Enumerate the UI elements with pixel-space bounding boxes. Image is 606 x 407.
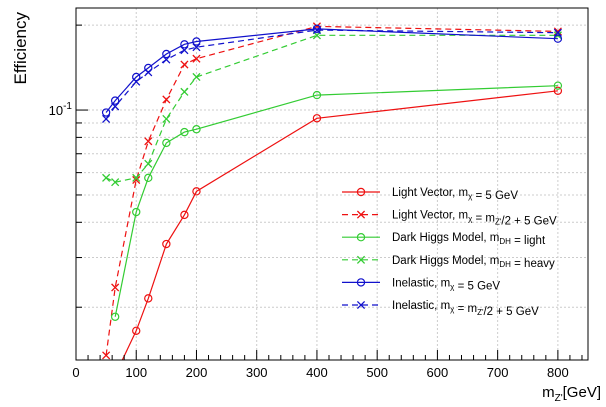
data-point — [553, 28, 562, 37]
data-point — [102, 173, 111, 182]
data-point — [132, 326, 141, 335]
x-tick-label: 700 — [487, 365, 509, 380]
legend-item: Dark Higgs Model, mDH = light — [342, 232, 546, 247]
x-tick-label: 800 — [547, 365, 569, 380]
data-point — [356, 255, 366, 264]
data-point — [132, 72, 141, 82]
y-axis: 10-1 — [49, 24, 88, 308]
data-point — [180, 210, 189, 220]
series-3 — [110, 81, 563, 321]
legend-item: Dark Higgs Model, mDH = heavy — [342, 255, 555, 270]
data-point — [110, 96, 120, 105]
data-point — [144, 294, 153, 303]
data-point — [180, 40, 189, 49]
data-point — [162, 239, 171, 249]
legend-label: Light Vector, mχ = mZ'/2 + 5 GeV — [392, 210, 557, 228]
data-point — [192, 187, 201, 196]
data-point — [180, 60, 189, 69]
data-point — [553, 81, 563, 90]
legend: Light Vector, mχ = 5 GeV Light Vector, mχ… — [342, 187, 557, 318]
legend-item: Inelastic, mχ = mZ'/2 + 5 GeV — [342, 300, 539, 318]
data-point — [132, 175, 141, 185]
data-point — [553, 34, 563, 43]
data-point — [144, 68, 153, 77]
data-point — [192, 43, 201, 52]
series-line — [105, 34, 558, 183]
data-point — [144, 173, 153, 183]
data-point — [553, 86, 563, 96]
series-line — [114, 85, 558, 317]
x-axis-title: mZ'[GeV] — [542, 384, 601, 402]
data-point — [180, 87, 189, 96]
x-tick-label: 500 — [366, 365, 388, 380]
data-point — [356, 300, 366, 310]
x-tick-label: 0 — [72, 365, 79, 380]
series-5 — [101, 24, 563, 117]
data-point — [180, 127, 189, 137]
y-axis-title: Efficiency — [11, 12, 30, 85]
legend-label: Dark Higgs Model, mDH = light — [392, 232, 546, 247]
data-point — [192, 37, 201, 46]
legend-item: Light Vector, mχ = 5 GeV — [342, 187, 518, 202]
x-tick-label: 300 — [246, 365, 268, 380]
data-point — [110, 312, 120, 321]
data-point — [162, 114, 171, 123]
data-point — [312, 24, 322, 34]
y-tick-label: 10-1 — [49, 101, 73, 118]
data-point — [312, 26, 322, 35]
x-axis: 0 100 200 300 400 500 600 700 800 — [72, 350, 583, 380]
data-point — [192, 125, 201, 134]
data-point — [162, 138, 171, 148]
data-point — [132, 77, 141, 86]
legend-label: Dark Higgs Model, mDH = heavy — [392, 255, 555, 270]
data-point — [111, 283, 120, 292]
plot-frame — [75, 7, 589, 361]
data-point — [144, 159, 153, 168]
series-1 — [121, 86, 563, 360]
data-point — [132, 173, 141, 182]
data-point — [356, 232, 366, 242]
data-point — [111, 102, 120, 111]
data-point — [162, 49, 171, 59]
legend-item: Light Vector, mχ = mZ'/2 + 5 GeV — [342, 210, 557, 228]
x-tick-label: 100 — [125, 365, 147, 380]
x-tick-label: 200 — [186, 365, 208, 380]
data-point — [356, 187, 366, 197]
data-point — [356, 278, 366, 287]
legend-label: Inelastic, mχ = 5 GeV — [392, 277, 500, 292]
legend-label: Light Vector, mχ = 5 GeV — [392, 187, 518, 202]
legend-label: Inelastic, mχ = mZ'/2 + 5 GeV — [392, 300, 539, 318]
data-point — [356, 210, 366, 219]
data-point — [111, 178, 120, 187]
data-point — [312, 90, 322, 100]
x-tick-label: 400 — [306, 365, 328, 380]
data-point — [102, 114, 111, 123]
data-point — [144, 137, 153, 146]
series-layer — [101, 22, 563, 360]
data-point — [132, 207, 141, 217]
data-point — [101, 108, 111, 117]
data-point — [162, 55, 171, 64]
data-point — [192, 54, 201, 63]
data-point — [180, 46, 189, 55]
x-tick-label: 600 — [427, 365, 449, 380]
series-6 — [102, 26, 562, 123]
legend-item: Inelastic, mχ = 5 GeV — [342, 277, 500, 292]
series-line — [121, 90, 558, 360]
data-point — [162, 95, 171, 104]
series-2 — [102, 22, 562, 360]
data-point — [312, 114, 322, 123]
series-line — [105, 28, 558, 113]
data-point — [192, 72, 201, 82]
data-point — [102, 351, 111, 360]
